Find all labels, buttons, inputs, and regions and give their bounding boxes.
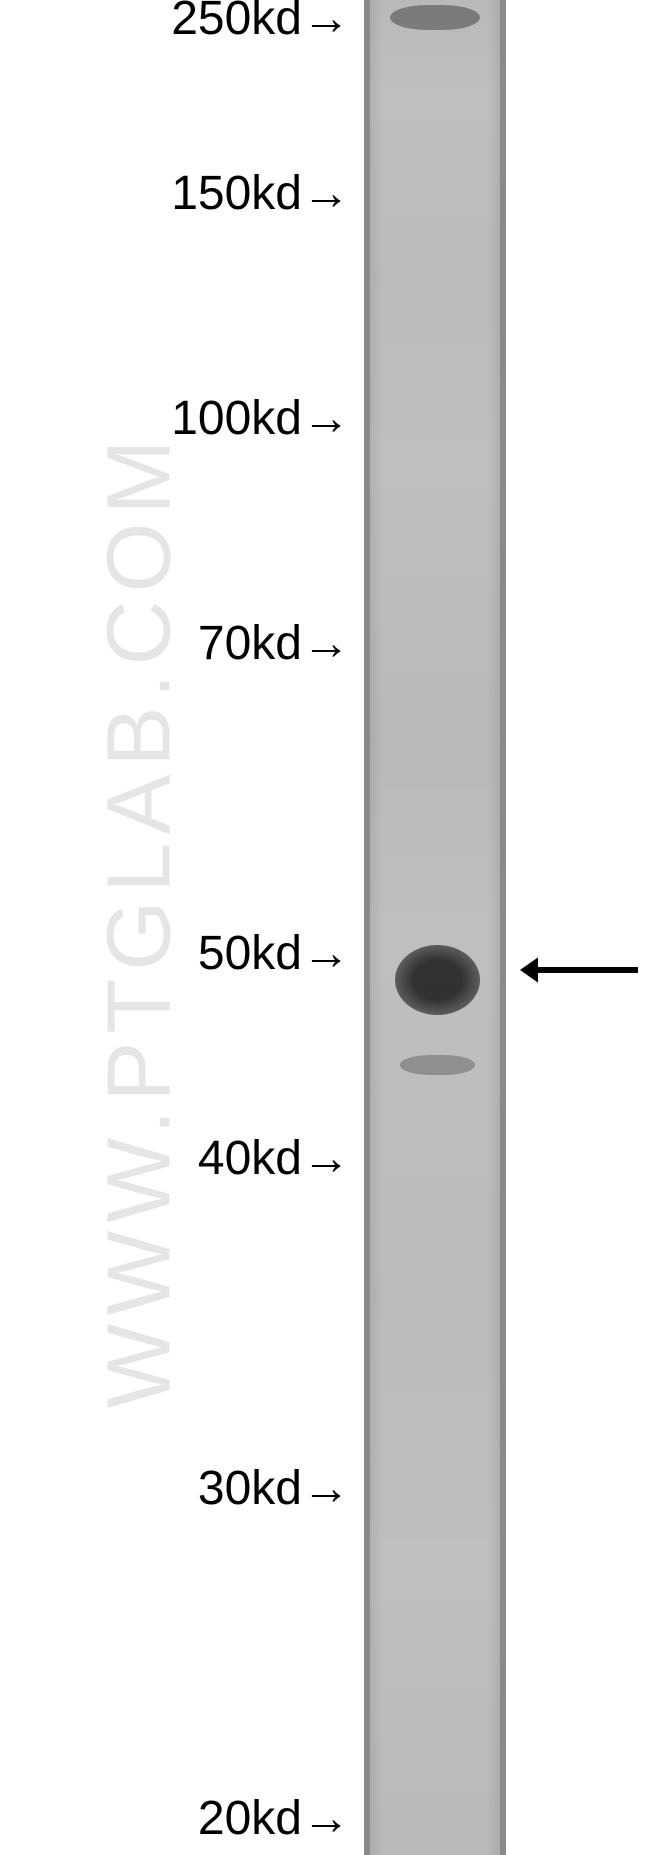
protein-band-main xyxy=(395,945,480,1015)
marker-arrow-icon: → xyxy=(302,616,350,671)
marker-arrow-icon: → xyxy=(302,166,350,221)
marker-arrow-icon: → xyxy=(302,391,350,446)
marker-arrow-icon: → xyxy=(302,1791,350,1846)
molecular-weight-marker: 150kd→ xyxy=(171,166,350,221)
molecular-weight-marker: 40kd→ xyxy=(198,1131,350,1186)
marker-arrow-icon: → xyxy=(302,926,350,981)
watermark-label: WWW.PTGLAB.COM xyxy=(90,432,190,1409)
protein-band-faint xyxy=(400,1055,475,1075)
marker-weight-label: 150kd xyxy=(171,167,302,220)
lane-border-left xyxy=(364,0,370,1855)
marker-weight-label: 250kd xyxy=(171,0,302,45)
marker-arrow-icon: → xyxy=(302,0,350,46)
molecular-weight-marker: 70kd→ xyxy=(198,616,350,671)
marker-arrow-icon: → xyxy=(302,1131,350,1186)
band-indicator-arrow xyxy=(520,947,648,993)
marker-arrow-icon: → xyxy=(302,1461,350,1516)
marker-weight-label: 40kd xyxy=(198,1132,302,1185)
watermark-text: WWW.PTGLAB.COM xyxy=(89,432,192,1409)
marker-weight-label: 100kd xyxy=(171,392,302,445)
western-blot-figure: WWW.PTGLAB.COM 250kd→150kd→100kd→70kd→50… xyxy=(0,0,650,1855)
blot-lane xyxy=(370,0,500,1855)
lane-border-right xyxy=(500,0,506,1855)
molecular-weight-marker: 20kd→ xyxy=(198,1791,350,1846)
marker-weight-label: 70kd xyxy=(198,617,302,670)
marker-weight-label: 50kd xyxy=(198,927,302,980)
molecular-weight-marker: 30kd→ xyxy=(198,1461,350,1516)
molecular-weight-marker: 100kd→ xyxy=(171,391,350,446)
molecular-weight-marker: 50kd→ xyxy=(198,926,350,981)
protein-band-faint xyxy=(390,5,480,30)
marker-weight-label: 30kd xyxy=(198,1462,302,1515)
marker-weight-label: 20kd xyxy=(198,1792,302,1845)
molecular-weight-marker: 250kd→ xyxy=(171,0,350,46)
